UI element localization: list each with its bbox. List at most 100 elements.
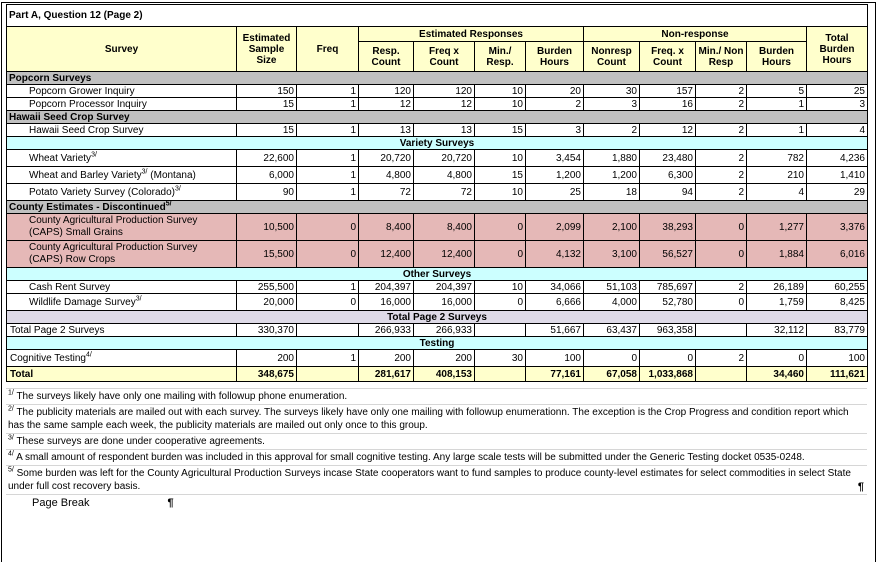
- value-cell: 2: [695, 149, 747, 167]
- value-cell: 4,236: [806, 149, 868, 167]
- survey-name-cell: Total Page 2 Surveys: [6, 323, 237, 337]
- survey-name-cell: County Agricultural Production Survey (C…: [6, 213, 237, 241]
- col-header-survey: Survey: [6, 26, 237, 72]
- value-cell: 67,058: [583, 366, 640, 382]
- section-label: Variety Surveys: [6, 136, 868, 150]
- value-cell: [296, 323, 359, 337]
- table-row: Hawaii Seed Crop Survey 15 1 13 13 15 3 2 12 2 1 4: [6, 123, 868, 137]
- table-row: County Agricultural Production Survey (C…: [6, 213, 868, 241]
- value-cell: 12,400: [358, 240, 414, 268]
- value-cell: 38,293: [639, 213, 696, 241]
- value-cell: 1,880: [583, 149, 640, 167]
- section-label: Hawaii Seed Crop Survey: [6, 110, 868, 124]
- table-row: Cash Rent Survey 255,500 1 204,397 204,397 10…: [6, 280, 868, 294]
- survey-name-cell: Popcorn Processor Inquiry: [6, 97, 237, 111]
- value-cell: 3: [525, 123, 584, 137]
- value-cell: 12: [639, 123, 696, 137]
- section-row: Other Surveys: [6, 267, 868, 281]
- value-cell: 1: [296, 97, 359, 111]
- value-cell: 1,410: [806, 166, 868, 184]
- value-cell: [695, 323, 747, 337]
- value-cell: 4: [746, 183, 807, 201]
- value-cell: 204,397: [413, 280, 475, 294]
- value-cell: 12,400: [413, 240, 475, 268]
- value-cell: 94: [639, 183, 696, 201]
- value-cell: 51,103: [583, 280, 640, 294]
- page-break-label: Page Break: [32, 497, 90, 509]
- col-header-total-burden: Total Burden Hours: [806, 26, 868, 72]
- value-cell: 16,000: [413, 293, 475, 311]
- footnote-mark: 5/: [8, 466, 14, 474]
- value-cell: 30: [583, 84, 640, 98]
- total-row: Total 348,675 281,617 408,153 77,161 67,058 1,…: [6, 366, 868, 382]
- value-cell: 20: [525, 84, 584, 98]
- value-cell: 13: [358, 123, 414, 137]
- title-row: Part A, Question 12 (Page 2): [6, 4, 868, 27]
- value-cell: 77,161: [525, 366, 584, 382]
- value-cell: 12: [358, 97, 414, 111]
- value-cell: 12: [413, 97, 475, 111]
- value-cell: 8,425: [806, 293, 868, 311]
- survey-name-cell: Potato Variety Survey (Colorado)3/: [6, 183, 237, 201]
- value-cell: 0: [746, 349, 807, 367]
- header-group-row: Survey Estimated Sample Size Freq Estima…: [6, 26, 868, 72]
- value-cell: 3: [583, 97, 640, 111]
- value-cell: 0: [695, 213, 747, 241]
- section-label: County Estimates - Discontinued5/: [6, 200, 868, 214]
- survey-name-cell: Wheat Variety3/: [6, 149, 237, 167]
- spacer: [6, 382, 867, 389]
- table-row: Cognitive Testing4/200 1 200 200 30 100 0 0 2 0 10…: [6, 349, 868, 367]
- value-cell: 5: [746, 84, 807, 98]
- col-header-resp-count: Resp. Count: [358, 41, 414, 72]
- value-cell: 111,621: [806, 366, 868, 382]
- value-cell: 0: [296, 213, 359, 241]
- survey-name-cell: Popcorn Grower Inquiry: [6, 84, 237, 98]
- value-cell: 1,277: [746, 213, 807, 241]
- survey-name-cell: Cognitive Testing4/: [6, 349, 237, 367]
- value-cell: 3,376: [806, 213, 868, 241]
- col-header-freq-x-count: Freq x Count: [413, 41, 475, 72]
- col-header-burden-hours-nonresp: Burden Hours: [746, 41, 807, 72]
- value-cell: 26,189: [746, 280, 807, 294]
- value-cell: 1,759: [746, 293, 807, 311]
- value-cell: 4,800: [413, 166, 475, 184]
- value-cell: 29: [806, 183, 868, 201]
- value-cell: 3,454: [525, 149, 584, 167]
- value-cell: 6,016: [806, 240, 868, 268]
- value-cell: 204,397: [358, 280, 414, 294]
- col-header-burden-hours: Burden Hours: [525, 41, 584, 72]
- value-cell: 2: [695, 183, 747, 201]
- section-row: Hawaii Seed Crop Survey: [6, 110, 868, 124]
- table-row: Total Page 2 Surveys 330,370 266,933 266,93…: [6, 323, 868, 337]
- value-cell: 1,200: [525, 166, 584, 184]
- value-cell: [695, 366, 747, 382]
- section-label: Total Page 2 Surveys: [6, 310, 868, 324]
- value-cell: 2: [695, 280, 747, 294]
- footnote-mark: 1/: [8, 389, 14, 397]
- value-cell: 200: [236, 349, 297, 367]
- value-cell: 8,400: [413, 213, 475, 241]
- value-cell: 1: [296, 149, 359, 167]
- pilcrow-icon: ¶: [857, 481, 864, 493]
- value-cell: 4,132: [525, 240, 584, 268]
- value-cell: 0: [474, 293, 526, 311]
- col-header-min-resp: Min./ Resp.: [474, 41, 526, 72]
- footnote-list: 1/ The surveys likely have only one mail…: [6, 389, 867, 495]
- section-row: Variety Surveys: [6, 136, 868, 150]
- footnote: 1/ The surveys likely have only one mail…: [6, 389, 867, 405]
- value-cell: 0: [296, 240, 359, 268]
- value-cell: 15: [474, 166, 526, 184]
- value-cell: 963,358: [639, 323, 696, 337]
- value-cell: 2: [695, 166, 747, 184]
- value-cell: 210: [746, 166, 807, 184]
- value-cell: 10: [474, 97, 526, 111]
- survey-name-cell: Total: [6, 366, 237, 382]
- footnote-mark: 2/: [8, 405, 14, 413]
- value-cell: 4: [806, 123, 868, 137]
- page-break-marker: Page Break ¶: [32, 497, 875, 509]
- section-label: Other Surveys: [6, 267, 868, 281]
- value-cell: 157: [639, 84, 696, 98]
- value-cell: 13: [413, 123, 475, 137]
- value-cell: 20,720: [413, 149, 475, 167]
